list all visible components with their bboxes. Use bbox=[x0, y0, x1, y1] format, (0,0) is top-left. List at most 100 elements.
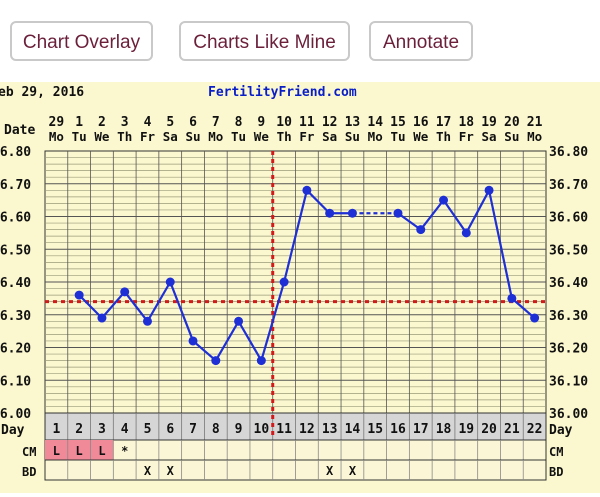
weekday-label: Th bbox=[436, 129, 451, 144]
temperature-point bbox=[142, 316, 152, 326]
day-number: 3 bbox=[98, 422, 106, 437]
day-number: 22 bbox=[527, 422, 543, 437]
temperature-point bbox=[393, 208, 403, 218]
chart-site-title[interactable]: FertilityFriend.com bbox=[208, 85, 357, 100]
temperature-point bbox=[165, 277, 175, 287]
temperature-point bbox=[211, 356, 221, 366]
y-tick-label-right: 36.10 bbox=[549, 374, 588, 389]
weekday-label: We bbox=[413, 129, 429, 144]
temperature-point bbox=[120, 287, 130, 297]
bd-mark: X bbox=[349, 464, 357, 478]
weekday-label: Fr bbox=[459, 129, 475, 144]
cm-value: L bbox=[76, 444, 83, 458]
cm-value: L bbox=[98, 444, 105, 458]
y-tick-label-left: 36.50 bbox=[0, 243, 31, 258]
cm-cell-highlight bbox=[45, 440, 68, 460]
weekday-label: Tu bbox=[72, 129, 87, 144]
y-tick-label-right: 36.70 bbox=[549, 178, 588, 193]
y-tick-label-left: 36.10 bbox=[0, 374, 31, 389]
weekday-label: Sa bbox=[482, 129, 497, 144]
fertility-chart: eb 29, 2016 FertilityFriend.com Date Day… bbox=[0, 82, 600, 493]
y-tick-label-left: 36.20 bbox=[0, 342, 31, 357]
y-tick-label-right: 36.20 bbox=[549, 342, 588, 357]
weekday-label: Su bbox=[504, 129, 519, 144]
day-number: 13 bbox=[322, 422, 338, 437]
charts-like-mine-button[interactable]: Charts Like Mine bbox=[179, 21, 350, 61]
date-label: 1 bbox=[75, 115, 83, 130]
weekday-label: Su bbox=[185, 129, 200, 144]
y-tick-label-left: 36.40 bbox=[0, 276, 31, 291]
y-tick-label-left: 36.30 bbox=[0, 309, 31, 324]
date-label: 21 bbox=[527, 115, 543, 130]
weekday-label: Sa bbox=[163, 129, 178, 144]
day-number: 5 bbox=[144, 422, 152, 437]
toolbar: Chart Overlay Charts Like Mine Annotate bbox=[0, 0, 600, 82]
date-label: 12 bbox=[322, 115, 338, 130]
temperature-line bbox=[260, 281, 286, 361]
y-tick-label-right: 36.60 bbox=[549, 211, 588, 226]
chart-marks: 36.80 36.80 36.70 36.70 36.60 36.60 36.50 36.50… bbox=[0, 115, 588, 481]
day-number: 15 bbox=[367, 422, 383, 437]
temperature-point bbox=[416, 225, 426, 235]
cm-value: L bbox=[53, 444, 60, 458]
temperature-line bbox=[419, 199, 445, 231]
weekday-label: Mo bbox=[527, 129, 542, 144]
day-row-label-right: Day bbox=[549, 423, 573, 438]
temperature-line bbox=[78, 294, 103, 319]
weekday-label: Tu bbox=[390, 129, 405, 144]
cm-value: * bbox=[121, 444, 128, 458]
date-label: 14 bbox=[367, 115, 383, 130]
date-label: 10 bbox=[276, 115, 292, 130]
temperature-point bbox=[439, 195, 449, 205]
weekday-label: Mo bbox=[368, 129, 383, 144]
day-row-label-left: Day bbox=[1, 423, 25, 438]
date-label: 5 bbox=[166, 115, 174, 130]
y-tick-label-right: 36.80 bbox=[549, 145, 588, 160]
date-label: 16 bbox=[413, 115, 429, 130]
bd-mark: X bbox=[144, 464, 152, 478]
cm-row-label-left: CM bbox=[22, 445, 36, 459]
date-label: 9 bbox=[257, 115, 265, 130]
date-row-label: Date bbox=[4, 123, 35, 138]
annotate-button[interactable]: Annotate bbox=[369, 21, 473, 61]
date-label: 8 bbox=[235, 115, 243, 130]
y-tick-label-left: 36.00 bbox=[0, 407, 31, 422]
y-tick-label-right: 36.40 bbox=[549, 276, 588, 291]
temperature-line bbox=[123, 291, 149, 322]
temperature-line bbox=[397, 212, 422, 231]
day-number: 9 bbox=[235, 422, 243, 437]
cm-row-label-right: CM bbox=[549, 445, 563, 459]
day-number: 12 bbox=[299, 422, 315, 437]
date-label: 2 bbox=[98, 115, 106, 130]
date-label: 18 bbox=[458, 115, 474, 130]
temperature-point bbox=[279, 277, 289, 287]
cm-cell-highlight bbox=[90, 440, 114, 460]
y-tick-label-left: 36.60 bbox=[0, 211, 31, 226]
y-tick-label-left: 36.70 bbox=[0, 178, 31, 193]
temperature-line bbox=[511, 297, 536, 319]
day-number: 10 bbox=[254, 422, 270, 437]
temperature-line bbox=[237, 320, 263, 362]
temperature-line bbox=[214, 320, 240, 362]
day-number: 11 bbox=[276, 422, 292, 437]
day-number: 1 bbox=[52, 422, 60, 437]
temperature-point bbox=[507, 293, 517, 303]
weekday-label: Mo bbox=[208, 129, 223, 144]
temperature-point bbox=[256, 356, 266, 366]
temperature-line bbox=[487, 190, 513, 299]
temperature-point bbox=[530, 313, 540, 323]
temperature-line bbox=[283, 190, 308, 283]
temperature-point bbox=[97, 313, 107, 323]
cm-cell-highlight bbox=[67, 440, 91, 460]
day-number: 8 bbox=[212, 422, 220, 437]
day-number: 2 bbox=[75, 422, 83, 437]
date-label: 17 bbox=[436, 115, 452, 130]
temperature-line bbox=[306, 189, 331, 215]
date-label: 19 bbox=[481, 115, 497, 130]
day-number: 19 bbox=[458, 422, 474, 437]
chart-overlay-button[interactable]: Chart Overlay bbox=[10, 21, 153, 61]
weekday-label: Fr bbox=[299, 129, 315, 144]
date-label: 6 bbox=[189, 115, 197, 130]
date-label: 20 bbox=[504, 115, 520, 130]
bd-mark: X bbox=[167, 464, 175, 478]
